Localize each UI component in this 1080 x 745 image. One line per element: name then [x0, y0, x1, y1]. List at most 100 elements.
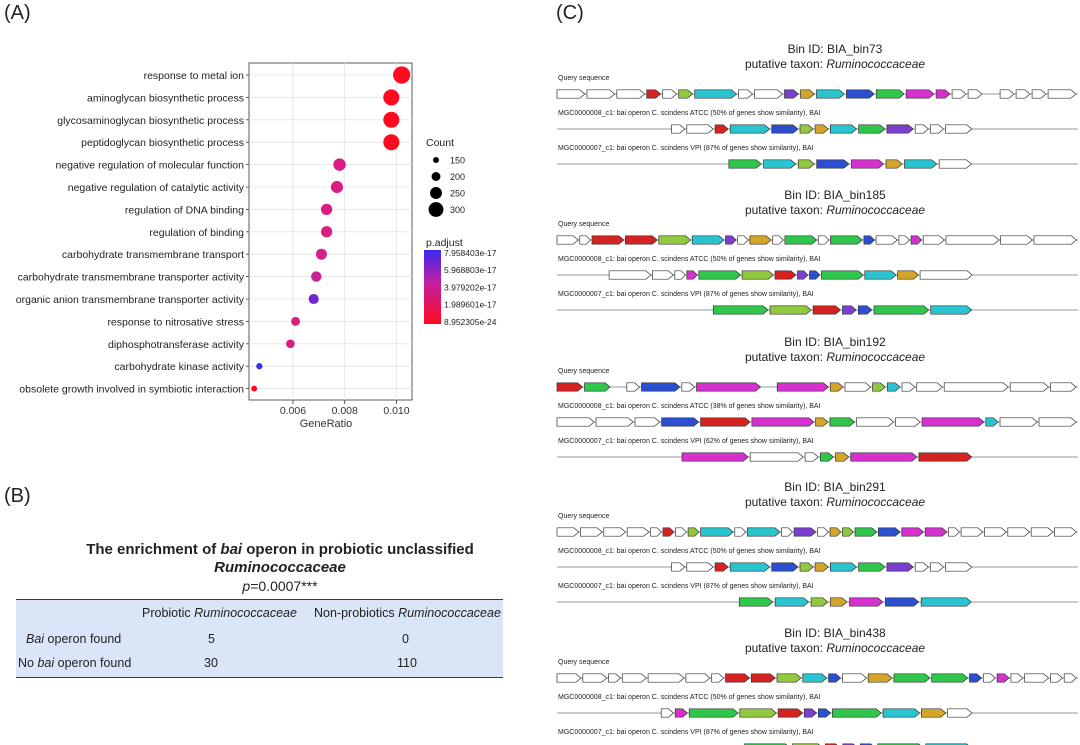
gene-arrow [924, 527, 948, 537]
gene-arrow [1007, 527, 1031, 537]
gene-arrow [829, 382, 844, 392]
dot-point [383, 111, 400, 128]
term-label: negative regulation of molecular functio… [55, 160, 244, 172]
gene-arrow [996, 673, 1010, 683]
gene-arrow [647, 673, 685, 683]
track-label: MGC0000007_c1: bai operon C. scindens VP… [558, 145, 814, 152]
gene-arrow [895, 417, 921, 427]
gene-arrow [686, 270, 698, 280]
gene-arrow [700, 527, 734, 537]
size-legend-label: 200 [450, 172, 465, 182]
gene-arrow [774, 597, 810, 607]
gene-arrow [938, 159, 972, 169]
bin-id-label: Bin ID: BIA_bin185 [784, 188, 886, 202]
gene-arrow [1050, 382, 1077, 392]
gene-arrow [849, 597, 884, 607]
color-legend-label: 3.979202e-17 [444, 282, 497, 292]
col-header-non-probiotic: Non-probiotics Ruminococcaceae [314, 606, 501, 620]
gene-arrow [739, 708, 777, 718]
taxon-label: putative taxon: Ruminococcaceae [745, 350, 925, 364]
gene-arrow [1033, 235, 1077, 245]
gene-arrow [784, 89, 799, 99]
gene-arrow [674, 270, 686, 280]
gene-arrow [797, 270, 809, 280]
gene-arrow [914, 562, 929, 572]
gene-arrow [857, 305, 873, 315]
gene-arrow [967, 89, 983, 99]
gene-arrow [714, 562, 729, 572]
gene-arrow [691, 235, 725, 245]
gene-arrow [586, 89, 616, 99]
panel-a-label: (A) [4, 2, 31, 24]
gene-arrow [1054, 527, 1077, 537]
gene-arrow [929, 562, 945, 572]
gene-arrow [886, 124, 914, 134]
gene-arrow [1015, 89, 1031, 99]
track-label: MGC0000007_c1: bai operon C. scindens VP… [558, 438, 814, 445]
gene-arrow [812, 305, 842, 315]
gene-arrow [846, 89, 875, 99]
gene-arrow [608, 270, 652, 280]
gene-arrow [1010, 673, 1024, 683]
gene-arrow [945, 235, 1000, 245]
gene-arrow [821, 270, 864, 280]
gene-arrow [621, 673, 647, 683]
gene-arrow [1047, 89, 1077, 99]
gene-arrow [830, 235, 863, 245]
gene-arrow [652, 270, 674, 280]
gene-arrow [1038, 417, 1077, 427]
cell-no-bai-probiotic: 30 [204, 656, 218, 670]
gene-arrow [817, 527, 829, 537]
term-label: glycosaminoglycan biosynthetic process [57, 115, 244, 127]
gene-arrow [850, 452, 918, 462]
enrichment-table: Probiotic Ruminococcaceae Non-probiotics… [16, 599, 503, 678]
taxon-label: putative taxon: Ruminococcaceae [745, 641, 925, 655]
x-tick-label: 0.010 [383, 405, 409, 417]
taxon-label: putative taxon: Ruminococcaceae [745, 495, 925, 509]
gene-arrow [918, 452, 973, 462]
size-legend-label: 300 [450, 205, 465, 215]
gene-arrow [754, 89, 783, 99]
color-legend-label: 5.968803e-17 [444, 265, 497, 275]
gene-arrow [734, 527, 747, 537]
title-post: operon in probiotic unclassified [242, 541, 474, 558]
term-label: carbohydrate transmembrane transport [62, 249, 244, 261]
gene-arrow [875, 235, 898, 245]
gene-arrow [931, 673, 969, 683]
size-legend-label: 250 [450, 189, 465, 199]
gene-arrow [886, 382, 901, 392]
gene-arrow [749, 235, 772, 245]
gene-arrow [897, 270, 920, 280]
bin-id-label: Bin ID: BIA_bin73 [788, 42, 883, 56]
track-label: Query sequence [558, 368, 609, 375]
gene-arrow [829, 417, 856, 427]
dot-point [256, 363, 263, 370]
dot-point [320, 226, 333, 238]
gene-arrow [591, 235, 625, 245]
gene-arrow [929, 124, 945, 134]
gene-arrow [686, 124, 714, 134]
gene-arrow [777, 708, 804, 718]
dot-point [393, 66, 411, 84]
gene-arrow [776, 382, 829, 392]
track-label: Query sequence [558, 659, 609, 666]
cell-no-bai-non-probiotic: 110 [397, 656, 417, 670]
gene-arrow [904, 159, 938, 169]
gene-arrow [921, 708, 947, 718]
size-legend-dot [431, 172, 441, 181]
gene-arrow [842, 527, 854, 537]
gene-arrow [738, 597, 774, 607]
gene-arrow [781, 527, 794, 537]
gene-arrow [741, 270, 774, 280]
gene-arrow [687, 527, 700, 537]
gene-arrow [729, 562, 771, 572]
gene-arrow [774, 270, 797, 280]
gene-arrow [984, 527, 1007, 537]
gene-arrow [556, 673, 582, 683]
gene-arrow [842, 305, 857, 315]
dot-point [330, 180, 344, 194]
gene-arrow [678, 89, 694, 99]
